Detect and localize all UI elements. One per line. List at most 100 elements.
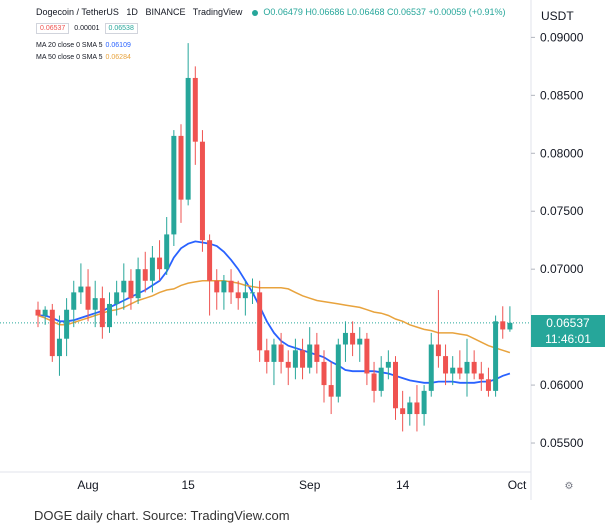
candle-body bbox=[428, 344, 434, 391]
candle bbox=[450, 356, 456, 386]
candle bbox=[400, 390, 406, 432]
candle-body bbox=[393, 361, 398, 409]
candle-body bbox=[407, 402, 413, 415]
candle bbox=[35, 301, 41, 328]
candle-body bbox=[235, 292, 241, 299]
candle bbox=[485, 367, 491, 397]
candle-body bbox=[221, 280, 227, 293]
candle-body bbox=[328, 385, 334, 397]
ma50-label: MA 50 close 0 SMA 5 bbox=[36, 54, 103, 61]
candle-body bbox=[85, 286, 91, 310]
candle-body bbox=[292, 350, 298, 368]
candle bbox=[421, 385, 427, 426]
candle bbox=[271, 338, 277, 386]
candle bbox=[242, 280, 248, 316]
candle-body bbox=[157, 257, 163, 270]
candle-body bbox=[199, 141, 205, 241]
candle-body bbox=[185, 77, 191, 200]
candle bbox=[378, 356, 384, 397]
candle-body bbox=[135, 269, 141, 299]
candle bbox=[142, 251, 148, 293]
buy-price-box[interactable]: 0.06538 bbox=[104, 23, 138, 34]
candle bbox=[99, 286, 105, 339]
ma50-legend[interactable]: MA 50 close 0 SMA 5 0.06284 bbox=[36, 54, 131, 61]
candle bbox=[364, 332, 370, 386]
candle bbox=[278, 332, 284, 374]
ma20-legend[interactable]: MA 20 close 0 SMA 5 0.06109 bbox=[36, 42, 131, 49]
candle bbox=[149, 246, 155, 293]
candle bbox=[128, 269, 134, 310]
countdown-label: 11:46:01 bbox=[531, 330, 605, 347]
candle-body bbox=[71, 292, 77, 310]
sell-price-box[interactable]: 0.06537 bbox=[36, 23, 70, 34]
candle-body bbox=[471, 361, 477, 374]
candle-body bbox=[321, 361, 327, 386]
candle-body bbox=[214, 280, 220, 293]
candle-body bbox=[450, 367, 456, 374]
candle-body bbox=[92, 298, 98, 310]
candle bbox=[49, 303, 55, 362]
x-tick-label: Oct bbox=[508, 478, 527, 492]
candle bbox=[342, 321, 348, 362]
candle bbox=[214, 269, 220, 310]
settings-gear-icon[interactable]: ⚙ bbox=[565, 481, 574, 492]
candle bbox=[321, 350, 327, 403]
ma50-value: 0.06284 bbox=[105, 54, 131, 61]
candle-body bbox=[192, 77, 198, 142]
candle bbox=[435, 290, 441, 368]
x-tick-label: Aug bbox=[77, 478, 98, 492]
candle bbox=[42, 306, 48, 325]
y-tick-label: 0.05500 bbox=[540, 436, 584, 450]
market-status-icon bbox=[251, 9, 258, 16]
candle bbox=[257, 280, 263, 362]
candle-body bbox=[371, 373, 377, 391]
candle-body bbox=[307, 344, 313, 368]
candle bbox=[250, 278, 255, 304]
candle-body bbox=[257, 292, 263, 351]
ma20-value: 0.06109 bbox=[105, 42, 131, 49]
y-tick-label: 0.08500 bbox=[540, 88, 584, 102]
candle-body bbox=[42, 309, 48, 316]
candle-body bbox=[507, 322, 513, 330]
candle-body bbox=[357, 338, 363, 345]
candle bbox=[350, 321, 356, 357]
candle bbox=[64, 298, 70, 357]
x-tick-label: 15 bbox=[181, 478, 195, 492]
candle bbox=[228, 269, 234, 304]
candle-body bbox=[142, 269, 148, 281]
candle-body bbox=[464, 361, 470, 374]
spread-value: 0.00001 bbox=[74, 25, 100, 32]
candle bbox=[185, 43, 191, 206]
candle bbox=[199, 130, 205, 252]
candle bbox=[235, 280, 241, 310]
candle bbox=[507, 306, 513, 332]
candle-body bbox=[78, 286, 84, 293]
candle-body bbox=[314, 344, 320, 362]
candle bbox=[285, 350, 291, 386]
candle-body bbox=[285, 361, 291, 368]
candle bbox=[371, 361, 377, 403]
candle bbox=[121, 263, 127, 310]
y-tick-label: 0.07500 bbox=[540, 204, 584, 218]
currency-unit[interactable]: USDT bbox=[541, 9, 574, 23]
candle bbox=[221, 274, 227, 310]
candle bbox=[457, 350, 463, 380]
candle-body bbox=[485, 379, 491, 391]
candle-body bbox=[242, 292, 248, 299]
candle-body bbox=[300, 350, 306, 368]
candle bbox=[385, 350, 391, 380]
interval-label: 1D bbox=[126, 7, 138, 17]
candle bbox=[493, 315, 499, 397]
last-price-label: 0.06537 bbox=[531, 314, 605, 331]
candle-body bbox=[121, 280, 127, 293]
y-tick-label: 0.09000 bbox=[540, 30, 584, 44]
candle bbox=[92, 280, 98, 328]
candle bbox=[85, 269, 91, 322]
candle-body bbox=[342, 332, 348, 345]
candle-body bbox=[400, 408, 406, 415]
candle-body bbox=[99, 298, 105, 328]
source-label: TradingView bbox=[192, 7, 243, 17]
candle-body bbox=[335, 344, 341, 397]
candle-body bbox=[457, 367, 463, 374]
candle bbox=[335, 338, 341, 403]
